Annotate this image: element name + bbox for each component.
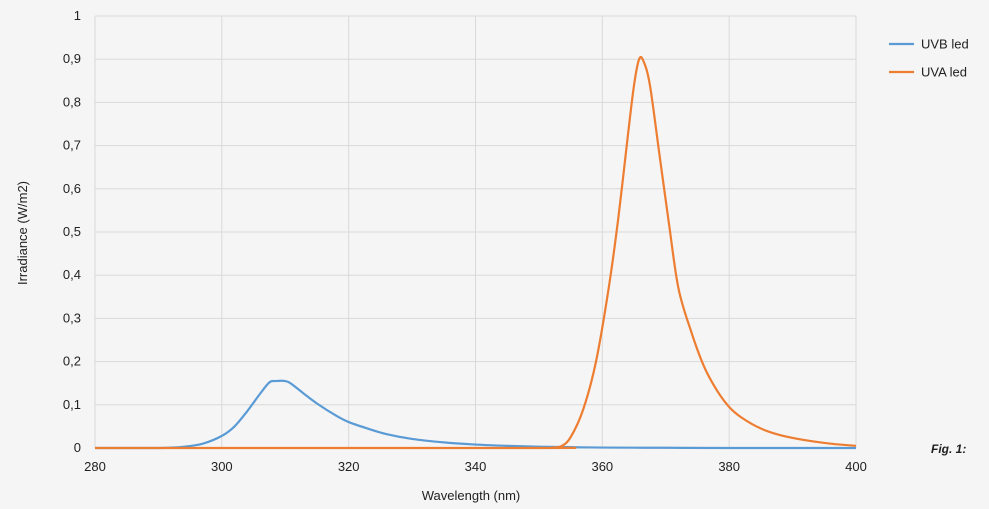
y-axis-title: Irradiance (W/m2): [15, 181, 30, 285]
y-tick-label: 0,5: [63, 224, 81, 239]
x-tick-label: 380: [718, 459, 740, 474]
x-tick-label: 340: [465, 459, 487, 474]
y-tick-label: 0,4: [63, 267, 81, 282]
y-tick-label: 0,1: [63, 397, 81, 412]
figure-caption: Fig. 1:: [931, 442, 967, 456]
y-tick-label: 0,7: [63, 138, 81, 153]
x-tick-label: 400: [845, 459, 867, 474]
uva-led-line: [95, 55, 857, 450]
y-tick-label: 0,2: [63, 354, 81, 369]
tick-labels: 0 0,1 0,2 0,3 0,4 0,5 0,6 0,7 0,8 0,9 1 280 300 320 34…: [63, 8, 867, 474]
uvb-led-legend-label: UVB led: [921, 37, 969, 52]
legend: UVB led UVA led: [889, 37, 969, 80]
y-tick-label: 0,6: [63, 181, 81, 196]
y-tick-label: 0: [74, 440, 81, 455]
gridlines: [94, 15, 857, 448]
x-tick-label: 300: [211, 459, 233, 474]
x-tick-label: 320: [338, 459, 360, 474]
y-tick-label: 0,8: [63, 94, 81, 109]
x-tick-label: 360: [591, 459, 613, 474]
x-axis-title: Wavelength (nm): [422, 488, 521, 503]
series-lines: [95, 55, 857, 450]
x-tick-label: 280: [84, 459, 106, 474]
y-tick-label: 0,9: [63, 51, 81, 66]
y-tick-label: 0,3: [63, 310, 81, 325]
y-tick-label: 1: [74, 8, 81, 23]
uva-led-legend-label: UVA led: [921, 65, 967, 80]
